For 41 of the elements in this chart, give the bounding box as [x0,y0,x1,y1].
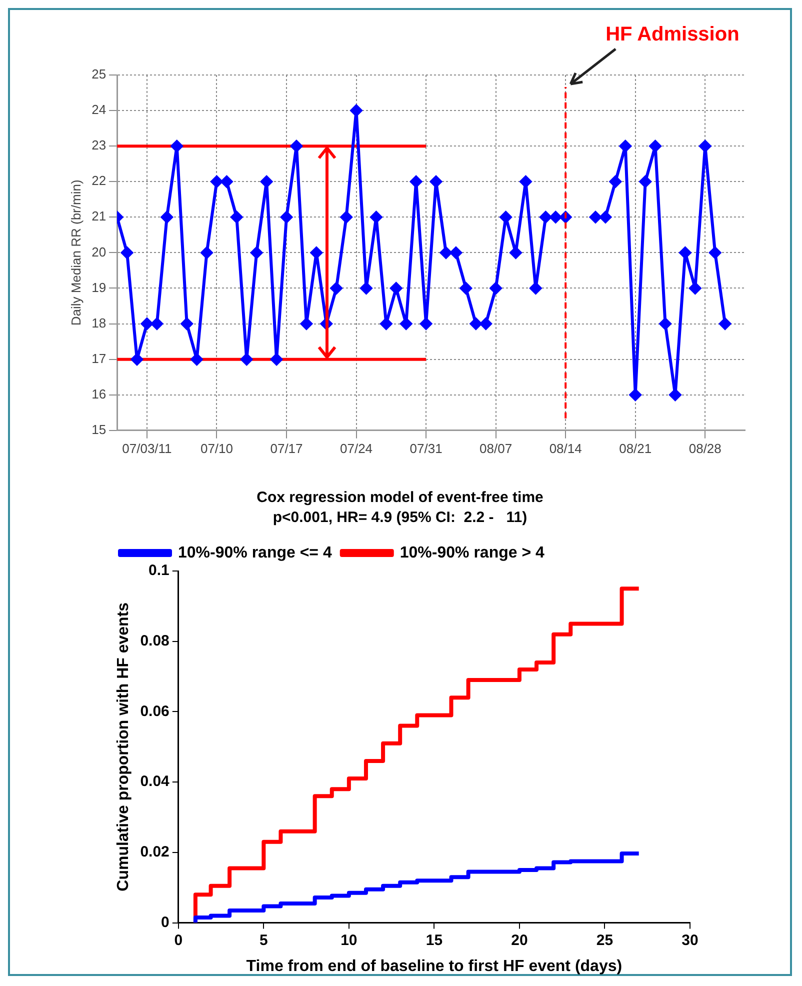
y-tick-label: 24 [92,102,106,118]
y-tick-label: 19 [92,280,106,295]
y-tick-label: 20 [92,244,106,260]
x-tick-label: 5 [259,932,268,949]
y-tick-label: 17 [92,350,106,366]
x-tick-label: 07/17 [270,440,303,456]
y-tick-label: 0.04 [140,773,170,790]
y-tick-label: 0.08 [140,632,170,650]
legend-label: 10%-90% range <= 4 [178,544,332,562]
y-tick-label: 18 [92,315,106,330]
y-axis-title: Daily Median RR (br/min) [68,180,84,326]
y-tick-label: 25 [92,66,106,82]
text: HF Admission [606,24,740,46]
x-tick-label: 08/14 [549,440,582,456]
y-tick-label: 22 [92,173,106,188]
y-tick-label: 0.02 [140,844,170,861]
y-tick-label: 0.1 [148,562,170,580]
x-tick-label: 15 [426,932,443,949]
x-tick-label: 10 [340,932,358,949]
chart-subtitle: p<0.001, HR= 4.9 (95% CI: 2.2 - 11) [272,509,528,526]
x-tick-label: 08/07 [480,440,512,456]
x-tick-label: 07/31 [410,440,442,456]
y-tick-label: 21 [92,208,106,224]
x-tick-label: 08/21 [619,440,652,456]
y-tick-label: 0.06 [140,702,170,720]
x-tick-label: 07/24 [340,440,373,456]
y-tick-label: 15 [92,422,106,437]
legend-label: 10%-90% range > 4 [400,544,544,562]
y-axis-title: Cumulative proportion with HF events [115,602,132,892]
x-axis-title: Time from end of baseline to first HF event (days) [246,958,622,975]
x-tick-label: 25 [596,932,614,949]
chart-title: Cox regression model of event-free time [256,489,544,506]
y-tick-label: 16 [92,386,106,402]
x-tick-label: 07/10 [200,440,234,456]
x-tick-label: 30 [682,932,698,949]
y-tick-label: 0 [161,914,170,931]
y-tick-label: 23 [92,138,106,153]
x-tick-label: 20 [511,932,528,949]
x-tick-label: 07/03/11 [122,440,172,456]
x-tick-label: 08/28 [688,440,722,456]
x-tick-label: 0 [174,932,183,949]
